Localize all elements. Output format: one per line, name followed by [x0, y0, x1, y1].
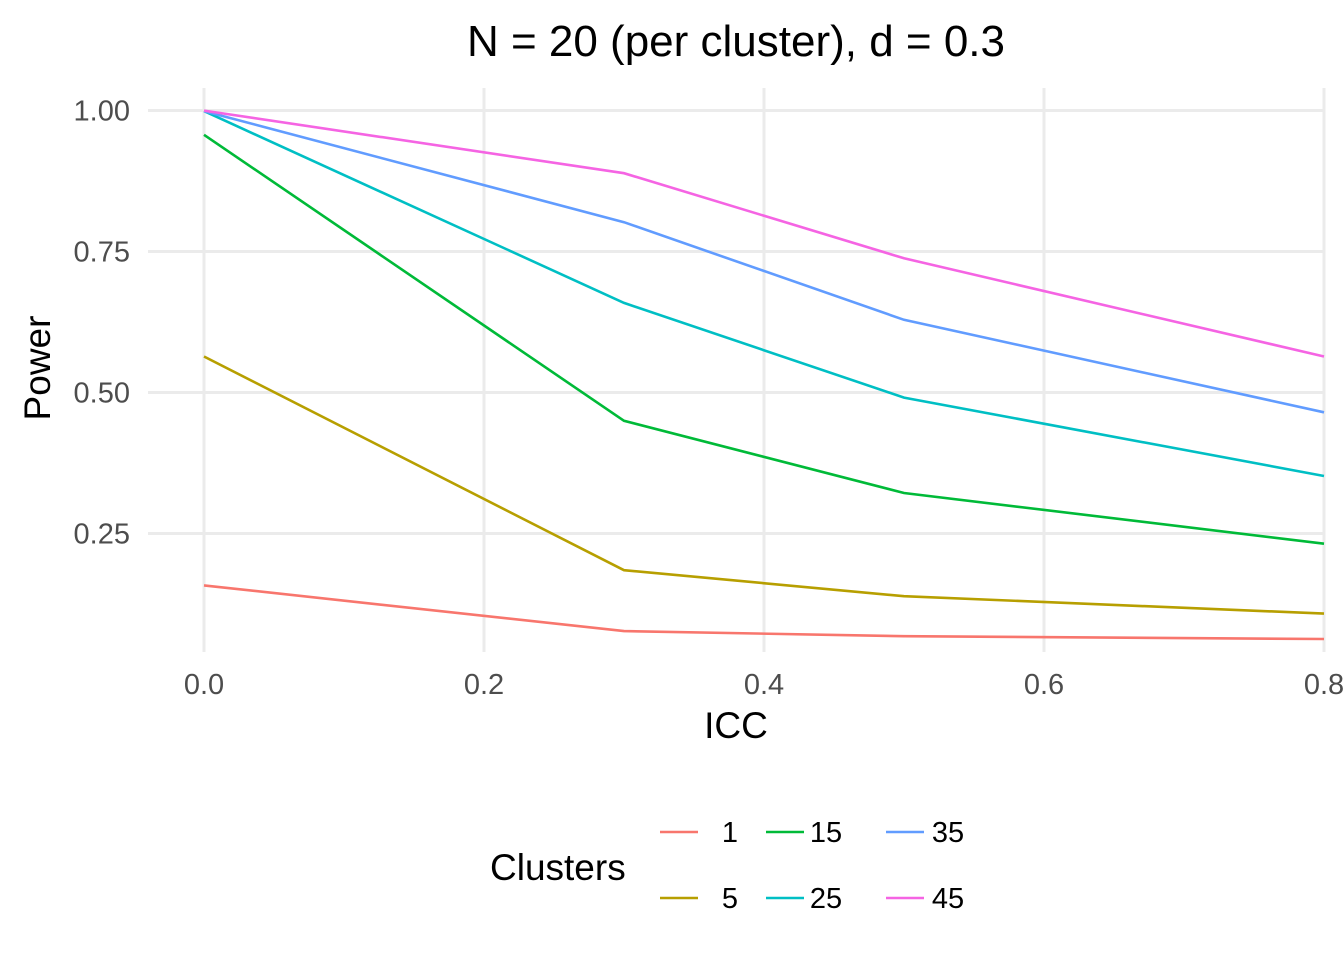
- x-tick-label: 0.4: [744, 669, 784, 701]
- series-line-35: [203, 109, 1325, 414]
- legend-label-1: 1: [722, 817, 738, 849]
- x-axis-title: ICC: [704, 705, 768, 746]
- x-tick-label: 0.0: [184, 669, 224, 701]
- series-line-1: [203, 584, 1325, 641]
- y-tick-label: 0.50: [74, 378, 130, 410]
- legend-title: Clusters: [490, 847, 626, 888]
- y-axis-ticks: 0.25 0.50 0.75 1.00: [74, 96, 130, 551]
- legend-label-35: 35: [932, 817, 964, 849]
- y-axis-title: Power: [17, 316, 58, 421]
- chart-title: N = 20 (per cluster), d = 0.3: [467, 17, 1005, 66]
- legend-label-5: 5: [722, 883, 738, 915]
- legend-label-45: 45: [932, 883, 964, 915]
- legend-label-25: 25: [810, 883, 842, 915]
- legend-label-15: 15: [810, 817, 842, 849]
- y-tick-label: 0.25: [74, 519, 130, 551]
- x-tick-label: 0.2: [464, 669, 504, 701]
- series-lines: [203, 109, 1325, 641]
- series-line-25: [203, 109, 1325, 478]
- y-tick-label: 0.75: [74, 237, 130, 269]
- y-tick-label: 1.00: [74, 96, 130, 128]
- series-line-45: [203, 109, 1325, 358]
- x-tick-label: 0.8: [1304, 669, 1344, 701]
- series-line-15: [203, 133, 1325, 545]
- x-tick-label: 0.6: [1024, 669, 1064, 701]
- series-line-5: [203, 355, 1325, 615]
- grid: [148, 88, 1326, 652]
- x-axis-ticks: 0.0 0.2 0.4 0.6 0.8: [184, 669, 1344, 701]
